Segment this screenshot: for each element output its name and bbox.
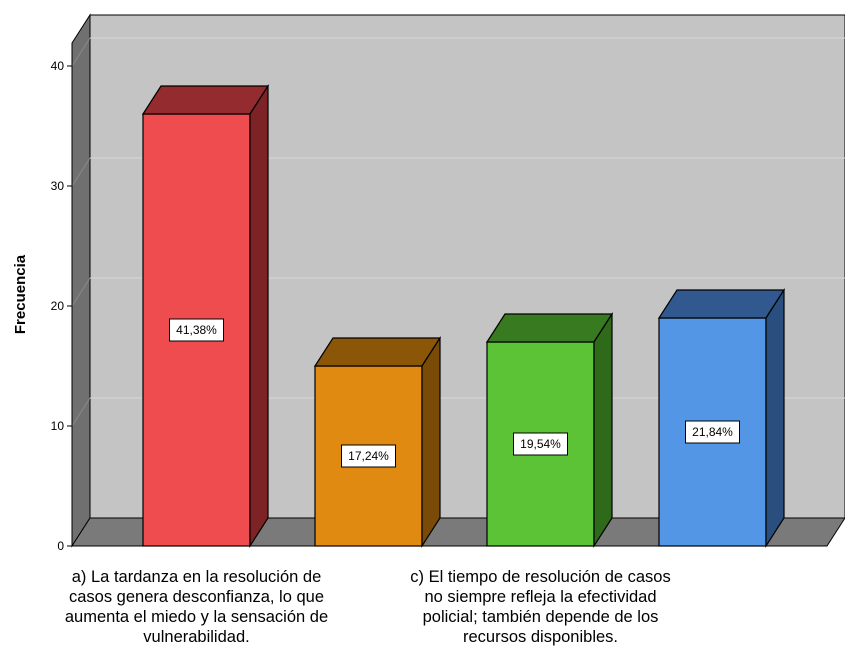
data-label-box-3 — [685, 420, 740, 444]
y-tick-label: 20 — [51, 299, 65, 313]
bar-side-3 — [765, 287, 785, 549]
gridline-side — [71, 157, 91, 187]
x-tick-label-line: a) La tardanza en la resolución de — [72, 568, 322, 586]
x-tick-label-line: recursos disponibles. — [463, 628, 618, 646]
data-label-box-0 — [169, 318, 224, 342]
x-tick-label-line: vulnerabilidad. — [143, 628, 249, 646]
bar-top-0 — [141, 85, 270, 115]
gridline-side — [71, 397, 91, 427]
x-tick-label-line: c) El tiempo de resolución de casos — [410, 568, 670, 586]
bar-side-0 — [249, 83, 269, 549]
data-label-0: 41,38% — [176, 323, 217, 337]
bar-top-3 — [657, 289, 786, 319]
bar-side-1 — [421, 335, 441, 549]
x-tick-label-line: no siempre refleja la efectividad — [424, 588, 656, 606]
bar-side-2 — [593, 311, 613, 549]
x-tick-label-line: aumenta el miedo y la sensación de — [65, 608, 328, 626]
bar-top-1 — [313, 337, 442, 367]
x-tick-label-line: casos genera desconfianza, lo que — [69, 588, 324, 606]
y-tick-label: 30 — [51, 179, 65, 193]
data-label-box-1 — [341, 444, 396, 468]
x-tick-label-2: c) El tiempo de resolución de casos no si… — [410, 568, 670, 646]
side-wall — [71, 13, 91, 548]
bar-top-2 — [485, 313, 614, 343]
data-label-3: 21,84% — [692, 425, 733, 439]
y-tick-label: 10 — [51, 419, 65, 433]
gridline-side — [71, 37, 91, 67]
data-label-2: 19,54% — [520, 437, 561, 451]
x-tick-label-0: a) La tardanza en la resolución de casos … — [65, 568, 328, 646]
data-label-box-2 — [513, 432, 568, 456]
gridline-side — [71, 277, 91, 307]
y-tick-label: 40 — [51, 59, 65, 73]
y-axis-title: Frecuencia — [12, 254, 29, 334]
data-label-1: 17,24% — [348, 449, 389, 463]
x-tick-label-line: policial; también depende de los — [423, 608, 659, 626]
y-tick-label: 0 — [57, 539, 64, 553]
